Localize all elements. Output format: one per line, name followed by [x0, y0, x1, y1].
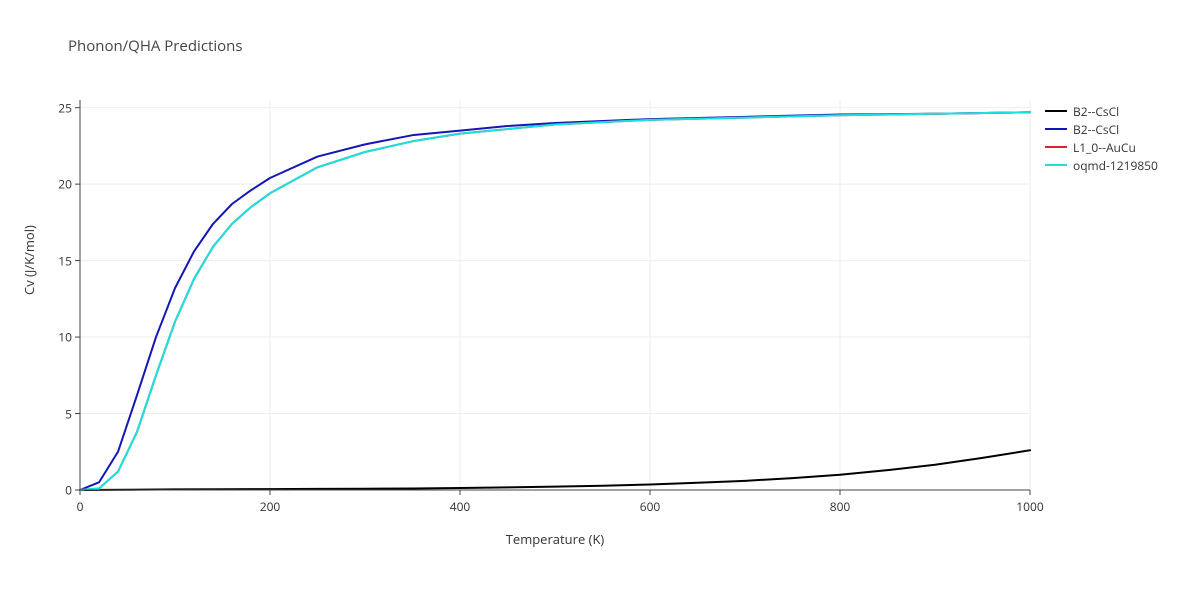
y-tick-label: 10	[12, 329, 72, 346]
series-line[interactable]	[80, 112, 1030, 490]
chart-title: Phonon/QHA Predictions	[68, 36, 243, 56]
legend-swatch	[1045, 146, 1067, 148]
legend-item[interactable]: oqmd-1219850	[1045, 156, 1158, 174]
y-tick-label: 0	[12, 482, 72, 499]
legend-label: B2--CsCl	[1073, 103, 1119, 120]
x-tick-label: 400	[450, 498, 471, 515]
legend-swatch	[1045, 110, 1067, 112]
x-axis-label: Temperature (K)	[0, 530, 1110, 548]
series-line[interactable]	[80, 112, 1030, 490]
legend-item[interactable]: B2--CsCl	[1045, 102, 1158, 120]
series-line[interactable]	[80, 450, 1030, 490]
x-tick-label: 0	[77, 498, 84, 515]
plot-area	[80, 100, 1030, 490]
legend-swatch	[1045, 128, 1067, 130]
y-tick-label: 5	[12, 405, 72, 422]
y-tick-label: 25	[12, 99, 72, 116]
y-tick-label: 15	[12, 252, 72, 269]
legend-item[interactable]: B2--CsCl	[1045, 120, 1158, 138]
legend-swatch	[1045, 164, 1067, 166]
legend-label: oqmd-1219850	[1073, 157, 1158, 174]
x-tick-label: 1000	[1016, 498, 1043, 515]
x-tick-label: 200	[260, 498, 281, 515]
series-line[interactable]	[80, 112, 1030, 490]
x-tick-label: 800	[830, 498, 851, 515]
legend-item[interactable]: L1_0--AuCu	[1045, 138, 1158, 156]
x-tick-label: 600	[640, 498, 661, 515]
legend-label: L1_0--AuCu	[1073, 139, 1136, 156]
y-tick-label: 20	[12, 176, 72, 193]
legend-label: B2--CsCl	[1073, 121, 1119, 138]
legend: B2--CsClB2--CsClL1_0--AuCuoqmd-1219850	[1045, 102, 1158, 174]
